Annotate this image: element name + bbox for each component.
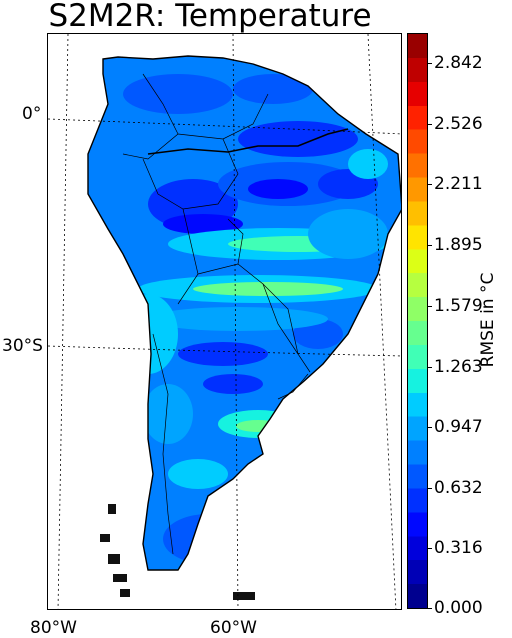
lon-label-60w: 60°W bbox=[210, 618, 257, 638]
colorbar-tick bbox=[428, 608, 432, 609]
lon-label-80w: 80°W bbox=[30, 618, 77, 638]
lat-label-0: 0° bbox=[22, 104, 42, 124]
colorbar-tick-label: 2.211 bbox=[434, 174, 483, 195]
colorbar-tick bbox=[428, 487, 432, 489]
colorbar-tick-label: 0.000 bbox=[434, 598, 483, 618]
colorbar-tick-label: 0.947 bbox=[434, 417, 483, 438]
gridlines bbox=[48, 34, 401, 609]
south-america-map bbox=[48, 34, 401, 609]
country-borders bbox=[122, 73, 311, 555]
colorbar-tick bbox=[428, 427, 432, 429]
colorbar-tick bbox=[428, 63, 432, 65]
colorbar-tick-label: 1.579 bbox=[434, 295, 483, 316]
colorbar-tick bbox=[428, 305, 432, 307]
colorbar-tick-label: 0.632 bbox=[434, 477, 483, 498]
colorbar-tick-label: 2.842 bbox=[434, 53, 483, 74]
colorbar-tick-label: 1.895 bbox=[434, 235, 483, 256]
colorbar-tick bbox=[428, 548, 432, 550]
colorbar-tick bbox=[428, 366, 432, 368]
southern-islands bbox=[100, 504, 255, 600]
colorbar-tick-label: 0.316 bbox=[434, 538, 483, 559]
colorbar-label: RMSE in °C bbox=[478, 272, 498, 368]
colorbar bbox=[407, 33, 428, 609]
lat-label-30s: 30°S bbox=[2, 336, 43, 356]
colorbar-ticks: 0.000 0.316 0.632 0.947 1.263 1.579 1.895 2.211… bbox=[428, 33, 498, 617]
map-panel bbox=[47, 33, 402, 610]
colorbar-tick bbox=[428, 184, 432, 186]
amazon-river bbox=[147, 128, 349, 155]
map-title: S2M2R: Temperature bbox=[48, 0, 372, 34]
colorbar-tick bbox=[428, 245, 432, 247]
colorbar-tick-label: 1.263 bbox=[434, 356, 483, 377]
colorbar-tick bbox=[428, 124, 432, 125]
colorbar-tick-label: 2.526 bbox=[434, 114, 483, 134]
